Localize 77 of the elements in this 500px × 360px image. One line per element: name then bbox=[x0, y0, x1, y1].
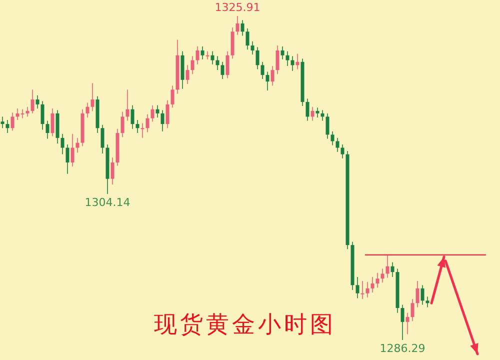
candlestick bbox=[90, 82, 94, 112]
candlestick bbox=[386, 254, 390, 278]
candlestick bbox=[156, 104, 160, 118]
candlestick bbox=[256, 46, 260, 70]
candlestick bbox=[400, 304, 404, 340]
candlestick bbox=[246, 28, 250, 50]
candlestick bbox=[50, 108, 54, 137]
candlestick bbox=[190, 56, 194, 75]
candlestick bbox=[416, 280, 420, 308]
candlestick bbox=[70, 133, 74, 168]
candlestick bbox=[286, 50, 290, 66]
candlestick bbox=[206, 50, 210, 60]
candlestick bbox=[236, 16, 240, 36]
candlestick bbox=[140, 122, 144, 138]
annotation: 1304.14 bbox=[84, 196, 130, 210]
candlestick bbox=[276, 45, 280, 75]
candlestick bbox=[66, 144, 70, 174]
candlestick bbox=[120, 111, 124, 138]
candlestick bbox=[76, 137, 80, 154]
candlestick bbox=[306, 98, 310, 122]
candlestick bbox=[60, 133, 64, 155]
candlestick bbox=[280, 46, 284, 60]
candlestick bbox=[196, 46, 200, 65]
candlestick bbox=[410, 298, 414, 322]
candlestick bbox=[216, 56, 220, 71]
candlestick bbox=[310, 106, 314, 122]
candlestick bbox=[426, 296, 430, 308]
candlestick bbox=[220, 61, 224, 80]
candlestick bbox=[150, 104, 154, 122]
candlestick bbox=[326, 112, 330, 140]
candlestick bbox=[370, 276, 374, 293]
candlestick bbox=[226, 50, 230, 79]
candlestick bbox=[86, 102, 90, 118]
candlestick bbox=[130, 104, 134, 130]
candlestick bbox=[210, 50, 214, 65]
candlestick bbox=[240, 20, 244, 36]
candlestick bbox=[136, 119, 140, 134]
candlestick bbox=[270, 65, 274, 86]
candlestick bbox=[366, 281, 370, 298]
candlestick bbox=[126, 89, 130, 122]
candlestick bbox=[0, 116, 4, 129]
candlestick bbox=[36, 94, 40, 109]
candlestick bbox=[316, 107, 320, 118]
candlestick bbox=[296, 53, 300, 70]
candlestick bbox=[260, 61, 264, 80]
candlestick bbox=[290, 56, 294, 72]
candlestick bbox=[26, 106, 30, 118]
annotation: 现货黄金小时图 bbox=[154, 312, 336, 338]
candlestick bbox=[336, 137, 340, 152]
candlestick bbox=[46, 120, 50, 140]
candlestick bbox=[146, 114, 150, 133]
candlestick bbox=[320, 110, 324, 122]
candlestick bbox=[380, 268, 384, 284]
candlestick bbox=[376, 272, 380, 288]
candlestick bbox=[110, 157, 114, 186]
candlestick bbox=[340, 144, 344, 159]
candlestick bbox=[266, 71, 270, 91]
candlestick bbox=[250, 40, 254, 56]
annotation: 1286.29 bbox=[380, 342, 426, 355]
candlestick bbox=[330, 130, 334, 146]
candlestick bbox=[420, 284, 424, 306]
candlestick bbox=[390, 262, 394, 278]
candlestick bbox=[170, 85, 174, 108]
candlestick bbox=[30, 89, 34, 114]
candlestick bbox=[356, 276, 360, 299]
candlestick bbox=[186, 64, 190, 84]
candlestick bbox=[166, 100, 170, 129]
candlestick bbox=[230, 27, 234, 60]
candlestick bbox=[100, 124, 104, 154]
candlestick bbox=[160, 110, 164, 132]
candlestick bbox=[406, 312, 410, 335]
candlestick bbox=[40, 100, 44, 130]
candlestick bbox=[200, 46, 204, 60]
annotation: 1325.91 bbox=[214, 1, 260, 14]
candlestick bbox=[6, 119, 10, 134]
candlestick bbox=[10, 112, 14, 132]
candlestick bbox=[360, 280, 364, 300]
